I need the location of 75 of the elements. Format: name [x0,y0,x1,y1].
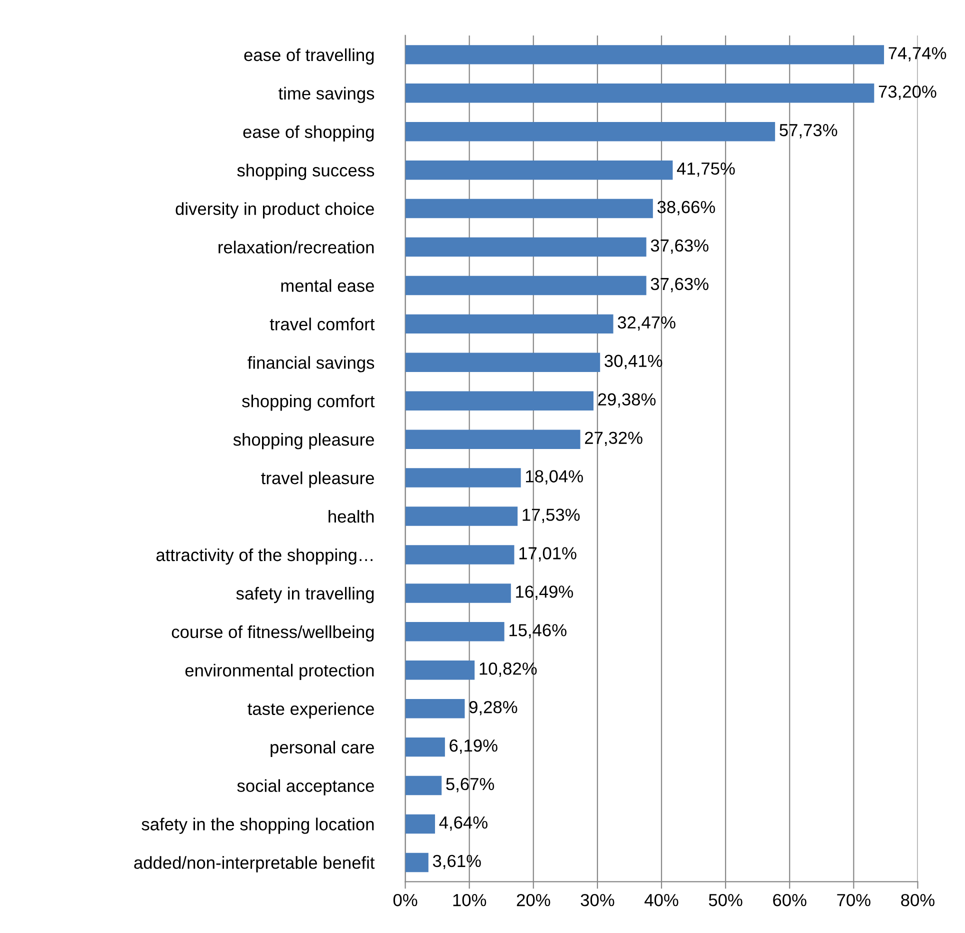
y-tick-label: social acceptance [237,779,374,796]
bar [405,314,614,334]
data-label: 32,47% [618,316,676,331]
data-label: 6,19% [450,739,498,754]
data-label: 38,66% [657,200,716,216]
y-tick-label: travel comfort [270,318,375,330]
y-tick-label: relaxation/recreation [218,240,374,254]
x-tick-label: 0% [393,894,418,906]
x-tick-label: 40% [644,894,678,906]
data-label: 4,64% [439,816,488,831]
data-label: 9,28% [469,700,518,716]
bar [405,737,445,757]
bar [405,506,518,526]
data-label: 73,20% [878,86,936,100]
y-tick-label: safety in travelling [236,586,374,604]
bar [405,776,442,796]
bar [405,584,511,603]
data-label: 30,41% [604,354,662,370]
data-label: 41,75% [676,162,735,177]
y-tick-label: time savings [278,86,374,104]
y-tick-label: environmental protection [185,664,374,680]
y-tick-label: safety in the shopping location [142,818,374,834]
bar [405,430,580,449]
bar [405,391,594,410]
data-label: 37,63% [650,278,708,292]
data-label: 18,04% [526,470,583,485]
x-tick-label: 60% [773,894,806,906]
bar [405,814,436,834]
y-tick-label: health [328,510,374,523]
bar [405,352,600,372]
x-tick-label: 70% [837,894,870,906]
bar [405,84,874,103]
y-tick-label: personal care [270,740,374,757]
data-label: 15,46% [509,624,566,638]
data-label: 74,74% [888,47,946,62]
bar [405,468,521,488]
x-tick-label: 30% [580,894,614,906]
bar [405,237,646,257]
y-tick-label: financial savings [248,356,374,372]
y-tick-label: ease of travelling [244,48,374,65]
data-label: 17,01% [519,547,576,562]
y-tick-label: course of fitness/wellbeing [172,625,374,642]
data-label: 3,61% [432,854,481,870]
data-label: 5,67% [446,778,494,792]
data-label: 37,63% [650,239,708,254]
x-tick-label: 10% [453,894,486,906]
y-tick-label: diversity in product choice [176,202,374,218]
x-tick-label: 20% [516,894,550,906]
bar [405,198,653,218]
y-tick-label: added/non-interpretable benefit [134,856,375,872]
bar [405,160,673,180]
y-tick-label: shopping comfort [242,394,375,411]
y-tick-label: ease of shopping [243,125,374,142]
y-tick-label: taste experience [248,702,374,718]
bar [405,122,776,142]
data-label: 29,38% [598,393,656,408]
data-label: 17,53% [522,508,580,523]
data-label: 16,49% [516,586,574,600]
x-tick-label: 50% [708,894,742,906]
y-tick-label: shopping success [237,164,374,180]
bar [405,660,475,680]
y-tick-label: shopping pleasure [233,433,374,450]
bar [405,698,465,718]
bar [405,545,514,564]
bar [405,276,646,296]
data-label: 57,73% [780,124,838,138]
y-tick-label: mental ease [281,279,374,292]
data-label: 10,82% [480,662,537,677]
bar [405,622,504,642]
bar [405,852,428,872]
y-tick-label: travel pleasure [261,472,374,488]
data-label: 27,32% [585,432,642,446]
bar [405,45,884,64]
x-tick-label: 80% [901,894,934,906]
y-tick-label: attractivity of the shopping… [156,548,372,565]
